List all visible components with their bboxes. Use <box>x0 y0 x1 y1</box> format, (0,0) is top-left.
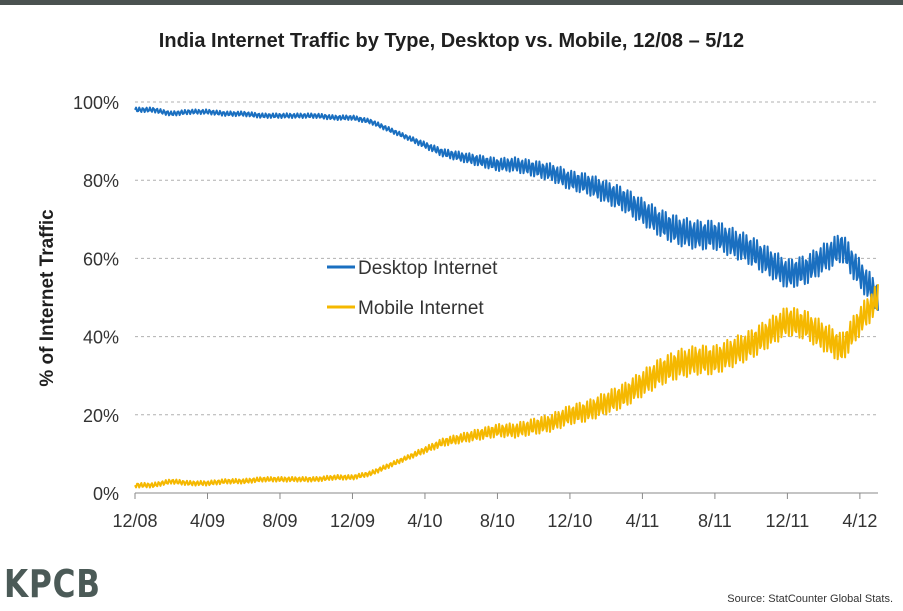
y-tick-label: 60% <box>83 249 119 269</box>
y-tick-label: 100% <box>73 93 119 113</box>
x-tick-label: 12/09 <box>330 511 375 531</box>
x-tick-label: 4/10 <box>407 511 442 531</box>
x-tick-label: 8/10 <box>480 511 515 531</box>
x-tick-label: 12/08 <box>112 511 157 531</box>
chart-title: India Internet Traffic by Type, Desktop … <box>158 30 745 52</box>
x-tick-label: 12/10 <box>547 511 592 531</box>
x-tick-label: 8/11 <box>698 511 732 531</box>
source-note: Source: StatCounter Global Stats. <box>727 593 893 605</box>
series-lines <box>134 106 879 489</box>
y-tick-label: 0% <box>93 484 119 504</box>
legend: Desktop Internet Mobile Internet <box>327 258 498 319</box>
x-tick-label: 4/09 <box>190 511 225 531</box>
legend-label: Desktop Internet <box>358 258 498 279</box>
axes: 0% 20% 40% 60% 80% 100% 12/08 4/09 8/09 12/09 4/10… <box>73 93 878 531</box>
series-line-mobile <box>134 284 879 489</box>
x-tick-label: 4/12 <box>842 511 877 531</box>
top-bar <box>0 0 903 5</box>
y-axis-label: % of Internet Traffic <box>37 209 58 387</box>
legend-label: Mobile Internet <box>358 298 484 319</box>
kpcb-logo: KPCB <box>4 562 101 606</box>
x-tick-label: 4/11 <box>626 511 660 531</box>
x-tick-label: 8/09 <box>262 511 297 531</box>
y-tick-label: 80% <box>83 171 119 191</box>
x-tick-label: 12/11 <box>766 511 810 531</box>
y-tick-label: 20% <box>83 406 119 426</box>
series-line-desktop <box>134 106 879 311</box>
y-tick-label: 40% <box>83 328 119 348</box>
